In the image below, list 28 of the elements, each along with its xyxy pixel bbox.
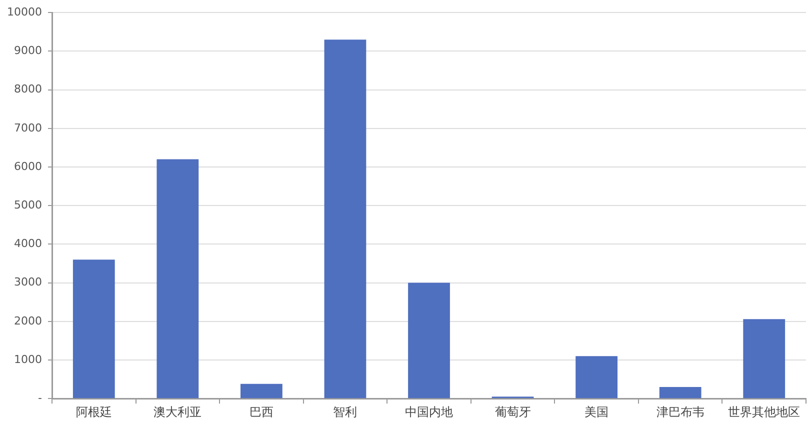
y-tick-label: - — [38, 391, 42, 404]
y-tick-label: 5000 — [14, 198, 42, 212]
bar — [72, 260, 115, 398]
x-tick-label: 世界其他地区 — [728, 404, 800, 419]
x-tick-label: 中国内地 — [405, 404, 453, 419]
bar — [659, 387, 702, 398]
y-tick-label: 9000 — [14, 44, 42, 58]
y-tick-label: 6000 — [14, 160, 42, 173]
y-tick-label: 7000 — [14, 121, 42, 134]
x-tick-label: 澳大利亚 — [154, 404, 202, 419]
bar — [576, 356, 618, 398]
bar — [324, 40, 366, 398]
x-tick-label: 美国 — [584, 404, 609, 419]
y-tick-label: 10000 — [7, 5, 42, 18]
x-tick-label: 津巴布韦 — [656, 404, 704, 419]
x-tick-label: 巴西 — [249, 404, 274, 419]
y-tick-label: 3000 — [14, 276, 42, 289]
y-tick-label: 8000 — [14, 82, 42, 96]
bar — [156, 159, 199, 398]
bar — [743, 319, 786, 398]
x-tick-label: 葡萄牙 — [494, 404, 531, 419]
y-tick-label: 4000 — [14, 237, 42, 250]
y-tick-label: 2000 — [14, 314, 42, 328]
bar — [240, 384, 282, 398]
x-tick-label: 阿根廷 — [76, 404, 112, 419]
bar — [408, 282, 450, 398]
x-tick-label: 智利 — [333, 404, 358, 419]
y-tick-label: 1000 — [14, 352, 42, 366]
